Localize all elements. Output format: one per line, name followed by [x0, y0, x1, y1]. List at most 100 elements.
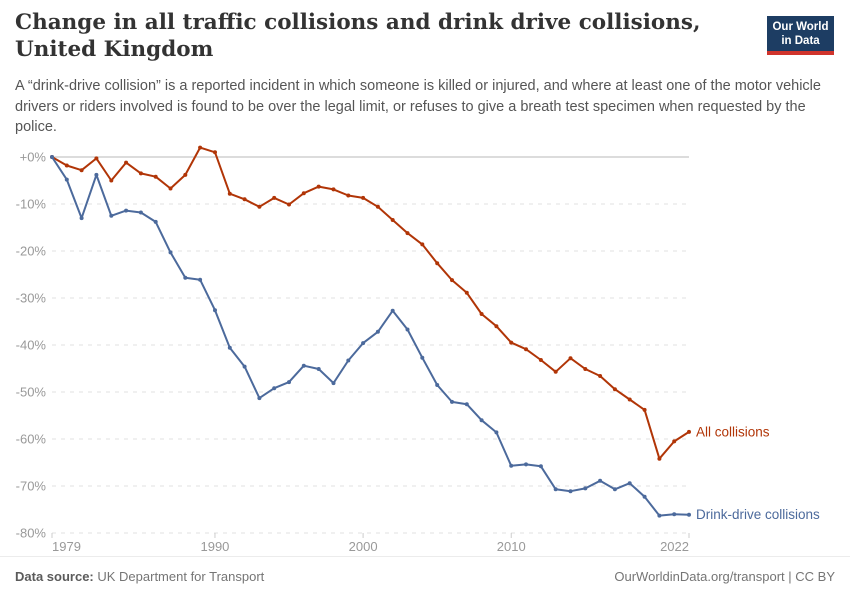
all-collisions-point-2017	[612, 387, 617, 392]
drink-drive-collisions-point-1979	[50, 155, 54, 159]
drink-drive-collisions-point-1982	[94, 172, 99, 177]
all-collisions-point-1991	[227, 191, 232, 196]
all-collisions-point-2014	[568, 356, 573, 361]
all-collisions-point-1993	[257, 204, 262, 209]
all-collisions-markers	[50, 145, 691, 461]
all-collisions-point-1995	[287, 202, 291, 207]
all-collisions-point-1990	[213, 150, 217, 155]
drink-drive-collisions-point-1999	[346, 358, 351, 363]
all-collisions-point-2002	[390, 218, 395, 222]
all-collisions-line[interactable]	[51, 146, 690, 460]
owid-logo[interactable]: Our World in Data	[767, 16, 834, 55]
drink-drive-collisions-point-1980	[64, 177, 69, 182]
drink-drive-collisions-point-1998	[331, 381, 336, 386]
all-collisions-point-2022	[687, 429, 691, 434]
all-collisions-point-1982	[94, 156, 99, 161]
all-collisions-point-1985	[138, 171, 143, 176]
all-collisions-point-2006	[450, 278, 454, 283]
y-axis-label--80: -80%	[16, 526, 47, 541]
drink-drive-collisions-point-1988	[183, 275, 188, 280]
all-collisions-point-1999	[346, 193, 351, 198]
all-collisions-point-2021	[672, 439, 677, 444]
x-axis-label-1990: 1990	[200, 539, 229, 554]
drink-drive-collisions-point-2017	[612, 487, 617, 492]
drink-drive-collisions-point-2006	[450, 399, 454, 404]
y-axis-label--70: -70%	[16, 479, 47, 494]
owid-logo-line2: in Data	[781, 35, 820, 47]
drink-drive-collisions-markers	[50, 155, 691, 518]
drink-drive-collisions-point-1981	[79, 216, 84, 221]
all-collisions-point-2000	[361, 195, 366, 200]
drink-drive-collisions-point-1995	[287, 380, 291, 385]
drink-drive-collisions-point-1983	[109, 213, 114, 218]
data-source-value: UK Department for Transport	[93, 569, 265, 584]
drink-drive-collisions-point-1996	[301, 363, 306, 368]
all-collisions-point-1981	[79, 168, 84, 173]
drink-drive-collisions-point-2003	[405, 327, 410, 332]
all-collisions-point-2011	[524, 347, 528, 352]
drink-drive-collisions-point-2001	[375, 329, 380, 334]
drink-drive-collisions-point-2005	[435, 383, 440, 387]
footer: Data source: UK Department for Transport…	[0, 556, 850, 584]
y-axis-label--20: -20%	[16, 244, 47, 259]
drink-drive-collisions-line[interactable]	[51, 156, 690, 517]
page-title: Change in all traffic collisions and dri…	[15, 10, 701, 62]
all-collisions-point-1989	[198, 145, 203, 150]
y-axis-label--40: -40%	[16, 338, 47, 353]
x-axis-label-1979: 1979	[52, 539, 81, 554]
footer-credit[interactable]: OurWorldinData.org/transport | CC BY	[614, 569, 835, 584]
all-collisions-point-1984	[124, 160, 129, 165]
drink-drive-collisions-point-2007	[464, 402, 469, 407]
all-collisions-point-2012	[538, 358, 543, 362]
all-collisions-point-2013	[553, 369, 558, 374]
drink-drive-collisions-point-2000	[361, 341, 366, 346]
all-collisions-point-1986	[153, 174, 158, 179]
y-axis-label--60: -60%	[16, 432, 47, 447]
all-collisions-label[interactable]: All collisions	[696, 424, 770, 439]
page-subtitle: A “drink-drive collision” is a reported …	[15, 78, 821, 136]
all-collisions-point-2018	[627, 397, 632, 402]
drink-drive-collisions-point-2020	[657, 513, 662, 518]
drink-drive-collisions-point-1987	[168, 250, 173, 255]
drink-drive-collisions-point-2018	[627, 481, 632, 486]
y-axis-label--10: -10%	[16, 197, 47, 212]
drink-drive-collisions-point-2012	[538, 464, 543, 469]
all-collisions-point-1988	[183, 172, 188, 177]
drink-drive-collisions-point-2016	[598, 478, 603, 483]
drink-drive-collisions-point-2015	[583, 486, 588, 491]
y-axis-label--30: -30%	[16, 291, 47, 306]
all-collisions-point-1980	[64, 163, 69, 168]
all-collisions-point-2007	[464, 290, 469, 295]
all-collisions-point-2019	[642, 407, 647, 412]
all-collisions-point-2005	[435, 261, 440, 266]
all-collisions-point-2004	[420, 242, 425, 247]
all-collisions-point-2015	[583, 367, 588, 371]
data-source-label: Data source:	[15, 569, 94, 584]
data-source: Data source: UK Department for Transport	[15, 569, 264, 584]
drink-drive-collisions-label[interactable]: Drink-drive collisions	[696, 507, 820, 522]
all-collisions-point-1983	[109, 178, 114, 183]
owid-logo-line1: Our World	[772, 21, 829, 33]
all-collisions-point-2010	[509, 340, 514, 345]
drink-drive-collisions-point-2009	[494, 430, 499, 435]
x-axis-label-2010: 2010	[497, 539, 526, 554]
all-collisions-point-1996	[301, 191, 306, 196]
all-collisions-point-2001	[375, 204, 380, 209]
all-collisions-point-2003	[405, 231, 410, 236]
drink-drive-collisions-point-2021	[672, 512, 677, 517]
x-axis-label-2022: 2022	[660, 539, 689, 554]
drink-drive-collisions-point-1991	[227, 345, 232, 350]
all-collisions-point-2016	[598, 374, 603, 378]
all-collisions-point-1994	[272, 195, 277, 200]
all-collisions-point-2020	[657, 456, 662, 461]
drink-drive-collisions-point-1989	[198, 277, 203, 282]
all-collisions-point-2008	[479, 312, 484, 316]
drink-drive-collisions-point-2010	[509, 463, 514, 468]
all-collisions-point-2009	[494, 324, 499, 329]
drink-drive-collisions-point-1990	[213, 308, 217, 313]
drink-drive-collisions-point-2019	[642, 494, 647, 499]
drink-drive-collisions-point-1985	[138, 210, 143, 215]
y-axis-label--50: -50%	[16, 385, 47, 400]
drink-drive-collisions-point-2013	[553, 487, 558, 492]
